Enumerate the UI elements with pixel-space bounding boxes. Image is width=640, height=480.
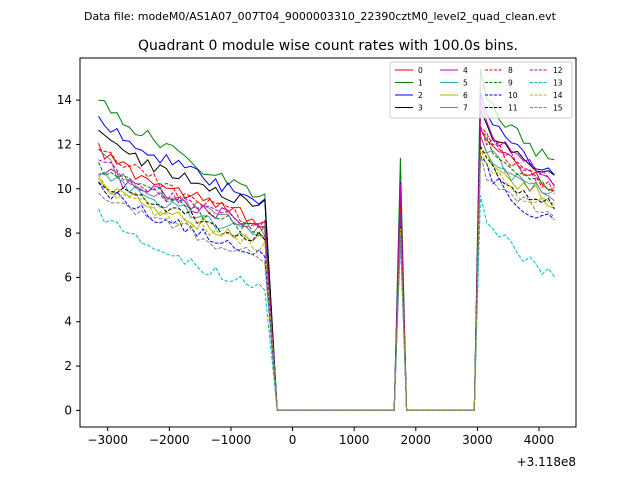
- x-tick-label: 2000: [401, 433, 432, 447]
- x-tick-label: −2000: [149, 433, 190, 447]
- series-line-2: [98, 92, 555, 411]
- series-line-8: [98, 125, 555, 411]
- x-tick-label: −1000: [211, 433, 252, 447]
- x-tick-label: 1000: [339, 433, 370, 447]
- series-line-9: [98, 128, 555, 411]
- series-line-15: [98, 154, 555, 411]
- y-tick-label: 4: [64, 315, 72, 329]
- chart-title: Quadrant 0 module wise count rates with …: [138, 38, 518, 54]
- series-line-4: [98, 100, 555, 411]
- legend-label-6: 6: [463, 91, 468, 100]
- legend-label-12: 12: [553, 66, 563, 75]
- series-line-12: [98, 126, 555, 411]
- legend-label-1: 1: [418, 79, 423, 88]
- y-tick-label: 8: [64, 226, 72, 240]
- y-tick-label: 2: [64, 359, 72, 373]
- legend-label-9: 9: [508, 79, 513, 88]
- series-line-1: [98, 69, 555, 411]
- legend-label-7: 7: [463, 104, 468, 113]
- series-line-5: [98, 136, 555, 411]
- series-line-13: [98, 195, 555, 411]
- legend-label-11: 11: [508, 104, 518, 113]
- series-line-7: [98, 135, 555, 411]
- legend-label-10: 10: [508, 91, 518, 100]
- legend-box: [389, 61, 573, 119]
- y-tick-label: 0: [64, 403, 72, 417]
- axes: −3000 −2000 −1000 0 1000 2000 3000 400002468101…: [57, 57, 577, 447]
- y-tick-label: 12: [57, 137, 72, 151]
- series-line-10: [98, 154, 555, 411]
- x-tick-label: 0: [289, 433, 297, 447]
- y-tick-label: 10: [57, 182, 72, 196]
- legend-label-0: 0: [418, 66, 423, 75]
- x-tick-label: 4000: [524, 433, 555, 447]
- legend-label-14: 14: [553, 91, 563, 100]
- series-line-6: [98, 151, 555, 411]
- legend-label-2: 2: [418, 91, 423, 100]
- legend-label-4: 4: [463, 66, 468, 75]
- y-tick-label: 6: [64, 270, 72, 284]
- x-tick-label: −3000: [87, 433, 128, 447]
- legend-label-3: 3: [418, 104, 423, 113]
- legend-label-5: 5: [463, 79, 468, 88]
- legend-label-15: 15: [553, 104, 563, 113]
- series-line-3: [98, 110, 555, 411]
- x-tick-label: 3000: [462, 433, 493, 447]
- axes-frame: [79, 57, 577, 428]
- series-line-11: [98, 144, 555, 411]
- series-line-0: [98, 126, 555, 411]
- series-line-14: [98, 149, 555, 411]
- plot-area: [98, 69, 555, 411]
- y-tick-label: 14: [57, 93, 72, 107]
- legend-label-8: 8: [508, 66, 513, 75]
- x-offset-label: +3.118e8: [517, 455, 576, 469]
- legend-label-13: 13: [553, 79, 563, 88]
- chart-suptitle: Data file: modeM0/AS1A07_007T04_90000033…: [84, 10, 557, 23]
